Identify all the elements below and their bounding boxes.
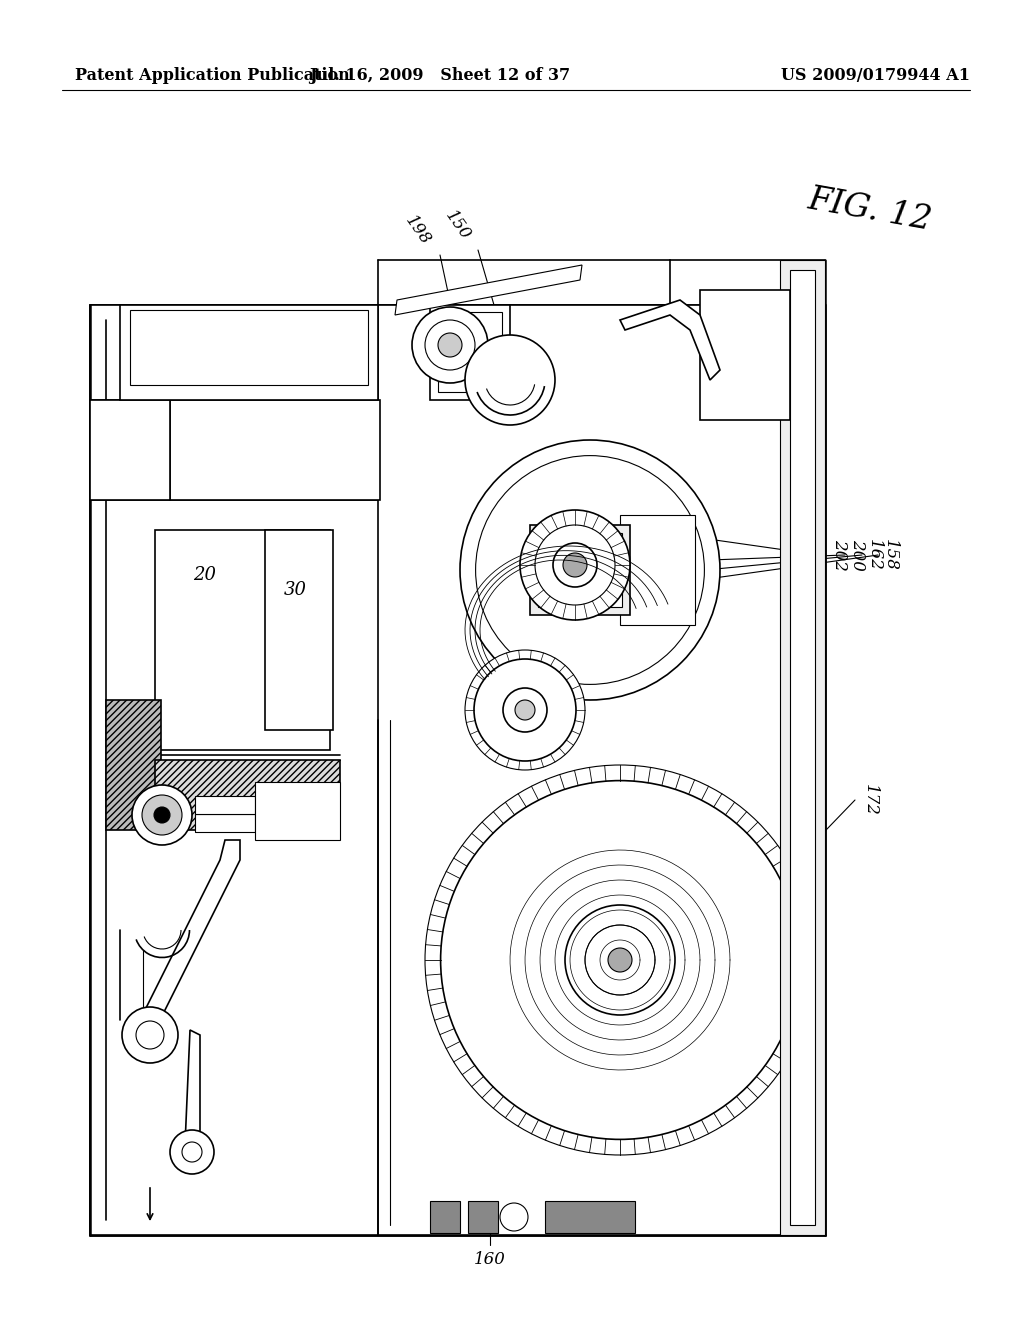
- Text: US 2009/0179944 A1: US 2009/0179944 A1: [781, 66, 970, 83]
- Bar: [130, 310, 368, 385]
- Circle shape: [142, 795, 182, 836]
- Bar: [780, 260, 825, 1236]
- Bar: [106, 700, 161, 830]
- Text: Patent Application Publication: Patent Application Publication: [75, 66, 350, 83]
- Polygon shape: [620, 300, 720, 380]
- Bar: [120, 305, 378, 400]
- Bar: [430, 1201, 460, 1233]
- Bar: [545, 1201, 635, 1233]
- Bar: [438, 312, 502, 392]
- Bar: [468, 1201, 498, 1233]
- Circle shape: [154, 807, 170, 822]
- Circle shape: [122, 1007, 178, 1063]
- Circle shape: [565, 906, 675, 1015]
- Circle shape: [460, 440, 720, 700]
- Polygon shape: [135, 840, 240, 1035]
- Bar: [265, 531, 333, 730]
- Circle shape: [474, 659, 575, 762]
- Bar: [170, 400, 380, 500]
- Circle shape: [608, 948, 632, 972]
- Bar: [255, 781, 340, 840]
- Bar: [530, 525, 630, 615]
- Bar: [155, 531, 330, 750]
- Circle shape: [522, 352, 538, 368]
- Text: 172: 172: [861, 784, 879, 816]
- Circle shape: [132, 785, 193, 845]
- Bar: [545, 540, 615, 601]
- Text: 20: 20: [194, 566, 216, 583]
- Circle shape: [520, 510, 630, 620]
- Circle shape: [170, 1130, 214, 1173]
- Bar: [790, 271, 815, 1225]
- Text: 30: 30: [284, 581, 306, 599]
- Circle shape: [503, 688, 547, 733]
- Circle shape: [182, 1142, 202, 1162]
- Circle shape: [425, 319, 475, 370]
- Text: 160: 160: [474, 1251, 506, 1269]
- Bar: [195, 814, 255, 832]
- Bar: [430, 305, 510, 400]
- Circle shape: [136, 1020, 164, 1049]
- Bar: [155, 760, 340, 830]
- Circle shape: [585, 925, 655, 995]
- Bar: [90, 400, 170, 500]
- Bar: [195, 796, 255, 814]
- Circle shape: [440, 780, 800, 1139]
- Polygon shape: [185, 1030, 200, 1150]
- Circle shape: [438, 333, 462, 356]
- Circle shape: [425, 766, 815, 1155]
- Circle shape: [465, 649, 585, 770]
- Text: 158: 158: [882, 539, 898, 572]
- Bar: [90, 305, 380, 1236]
- Text: 200: 200: [850, 539, 866, 572]
- Text: FIG. 12: FIG. 12: [806, 183, 935, 236]
- Bar: [378, 305, 825, 1236]
- Circle shape: [475, 455, 705, 684]
- Text: 198: 198: [401, 213, 434, 248]
- Bar: [90, 305, 825, 1236]
- Circle shape: [515, 700, 535, 719]
- Text: 202: 202: [831, 539, 849, 572]
- Text: Jul. 16, 2009   Sheet 12 of 37: Jul. 16, 2009 Sheet 12 of 37: [309, 66, 570, 83]
- Circle shape: [412, 308, 488, 383]
- Bar: [538, 533, 622, 607]
- Bar: [620, 515, 695, 624]
- Circle shape: [553, 543, 597, 587]
- Polygon shape: [395, 265, 582, 315]
- Bar: [700, 290, 790, 420]
- Text: 162: 162: [865, 539, 883, 572]
- Circle shape: [500, 1203, 528, 1232]
- Circle shape: [563, 553, 587, 577]
- Circle shape: [465, 335, 555, 425]
- Circle shape: [535, 525, 615, 605]
- Text: 150: 150: [442, 207, 474, 243]
